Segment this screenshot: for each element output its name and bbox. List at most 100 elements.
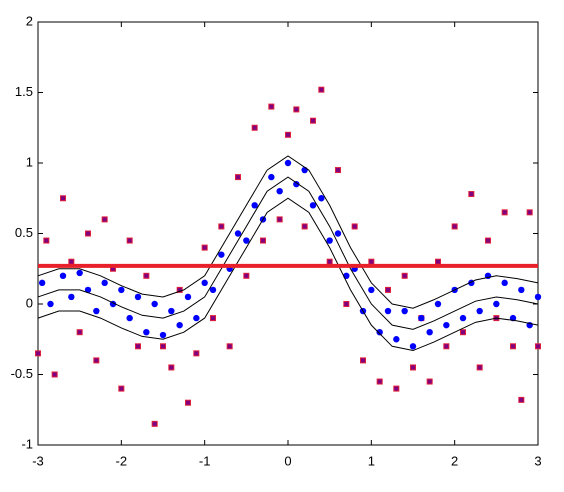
- point: [426, 378, 433, 385]
- point: [59, 272, 67, 279]
- point: [534, 293, 542, 301]
- point: [43, 237, 50, 244]
- point: [268, 173, 275, 181]
- point: [193, 314, 200, 322]
- point: [168, 307, 175, 315]
- y-tick-label: -1: [21, 436, 33, 451]
- point: [410, 364, 416, 371]
- point: [385, 286, 391, 293]
- point: [210, 315, 216, 322]
- point: [443, 321, 450, 329]
- point: [68, 258, 75, 265]
- point: [485, 237, 491, 244]
- x-tick-label: 0: [284, 453, 291, 468]
- point: [38, 279, 46, 287]
- point: [476, 307, 483, 315]
- point: [101, 279, 108, 287]
- point: [218, 223, 225, 230]
- point: [185, 399, 191, 406]
- y-tick-label: 1.5: [15, 84, 33, 99]
- point: [84, 286, 92, 294]
- x-tick-label: -1: [199, 453, 211, 468]
- line: [37, 155, 539, 309]
- point: [260, 237, 266, 244]
- point: [393, 336, 400, 343]
- point: [501, 279, 508, 287]
- point: [443, 343, 450, 350]
- point: [451, 223, 458, 230]
- point: [368, 286, 375, 294]
- point: [151, 300, 158, 308]
- point: [384, 307, 392, 315]
- point: [476, 364, 483, 371]
- point: [343, 301, 350, 307]
- point: [518, 396, 525, 403]
- x-tick-label: 3: [534, 453, 541, 468]
- y-tick-label: 0.5: [15, 225, 33, 240]
- point: [459, 314, 467, 322]
- point: [360, 357, 366, 364]
- point: [168, 364, 175, 371]
- point: [409, 343, 417, 350]
- x-tick-label: 2: [451, 453, 458, 468]
- y-tick-label: 0: [26, 295, 33, 310]
- point: [126, 314, 133, 322]
- point: [118, 286, 125, 294]
- point: [293, 106, 300, 113]
- x-tick-label: 1: [368, 453, 375, 468]
- point: [60, 195, 66, 202]
- point: [268, 103, 275, 110]
- point: [201, 244, 208, 251]
- point: [160, 343, 166, 350]
- point: [201, 279, 208, 287]
- point: [309, 202, 317, 209]
- point: [85, 230, 91, 237]
- point: [209, 286, 217, 294]
- point: [318, 195, 325, 202]
- point: [376, 329, 383, 336]
- point: [76, 269, 83, 277]
- point: [93, 357, 100, 364]
- point: [376, 378, 383, 385]
- point: [51, 371, 58, 378]
- point: [143, 329, 150, 336]
- point: [226, 343, 233, 350]
- point: [418, 314, 425, 322]
- point: [285, 131, 291, 138]
- point: [243, 237, 250, 244]
- point: [351, 223, 358, 230]
- point: [234, 230, 242, 237]
- point: [434, 300, 442, 308]
- point: [143, 272, 150, 279]
- point: [235, 174, 241, 181]
- point: [251, 202, 258, 209]
- point: [243, 272, 250, 279]
- point: [326, 258, 333, 265]
- point: [501, 209, 508, 216]
- y-tick-label: -0.5: [11, 366, 33, 381]
- point: [401, 307, 408, 315]
- point: [468, 191, 475, 198]
- point: [134, 293, 142, 301]
- point: [151, 420, 158, 427]
- point: [284, 159, 292, 167]
- point: [401, 272, 408, 279]
- point: [335, 167, 341, 174]
- point: [135, 343, 141, 350]
- point: [326, 237, 333, 244]
- point: [159, 331, 167, 339]
- point: [318, 86, 325, 93]
- point: [276, 188, 283, 195]
- point: [493, 300, 500, 308]
- point: [393, 385, 400, 392]
- point: [101, 216, 108, 223]
- y-tick-label: 2: [26, 13, 33, 28]
- point: [526, 209, 533, 216]
- point: [126, 237, 133, 244]
- y-tick-label: 1: [26, 154, 33, 169]
- point: [460, 329, 466, 336]
- point: [368, 258, 375, 265]
- point: [518, 286, 525, 294]
- point: [193, 350, 200, 357]
